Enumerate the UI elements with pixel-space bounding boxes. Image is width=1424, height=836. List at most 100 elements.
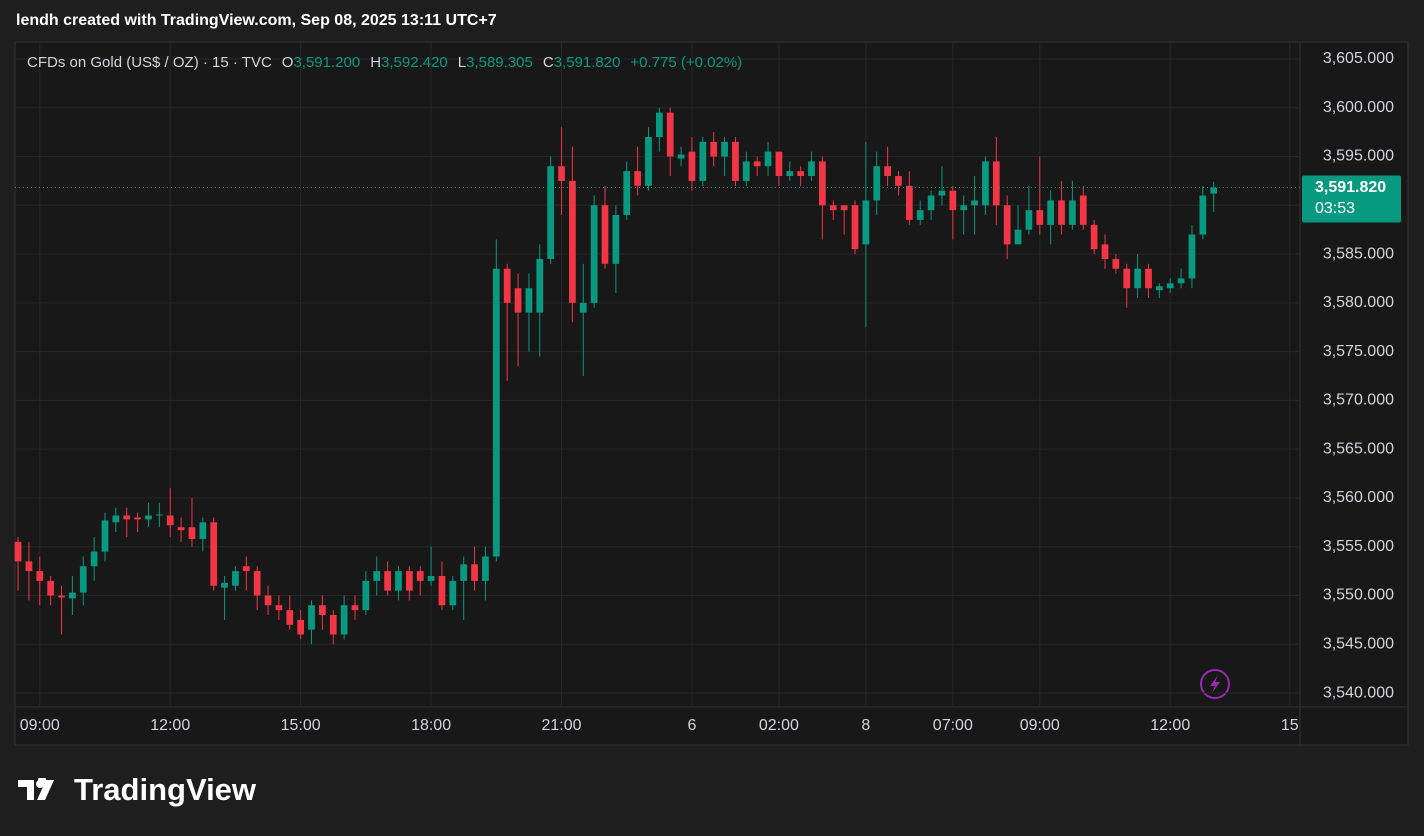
y-tick-label: 3,605.000 [1323, 50, 1394, 67]
candle-body [547, 166, 555, 259]
candle-body [949, 190, 957, 211]
candle-body [1177, 278, 1185, 284]
candle-body [90, 551, 98, 567]
candle-body [732, 141, 739, 181]
candle-body [264, 595, 272, 606]
attribution: lendh created with TradingView.com, Sep … [16, 12, 497, 29]
candle-body [514, 288, 522, 313]
candle-body [1058, 200, 1065, 225]
candle-body [1155, 286, 1163, 291]
candle-body [721, 141, 728, 157]
x-tick-label: 12:00 [1150, 717, 1190, 734]
y-tick-label: 3,555.000 [1323, 538, 1394, 555]
candle-body [819, 161, 826, 206]
candle-body [829, 205, 837, 211]
candle-body [503, 268, 511, 303]
y-tick-label: 3,550.000 [1323, 587, 1394, 604]
x-tick-label: 09:00 [1020, 717, 1060, 734]
change: +0.775 (+0.02%) [630, 54, 743, 71]
y-tick-label: 3,580.000 [1323, 294, 1394, 311]
candle-body [655, 112, 663, 138]
x-tick-label: 07:00 [933, 717, 973, 734]
x-tick-label: 02:00 [759, 717, 799, 734]
candle-body [525, 288, 533, 313]
last-price-label: 3,591.820 [1315, 179, 1386, 196]
candle-body [742, 161, 750, 181]
candle-body [166, 515, 174, 526]
candle-body [79, 566, 87, 593]
candle-body [460, 564, 468, 581]
candle-body [471, 564, 478, 581]
candle-body [329, 615, 337, 635]
candle-body [764, 151, 772, 167]
candle-body [232, 571, 239, 586]
candle-body [1090, 224, 1098, 250]
legend-key: O [281, 54, 294, 71]
candle-body [47, 580, 55, 596]
candle-body [253, 571, 261, 596]
candle-body [753, 161, 761, 167]
candle-body [1199, 195, 1207, 235]
candle-body [840, 205, 848, 211]
candle-body [297, 619, 305, 635]
candle-body [1112, 258, 1120, 269]
candle-body [319, 605, 326, 616]
x-tick-label: 15:00 [281, 717, 321, 734]
candle-body [1188, 234, 1196, 279]
candle-body [992, 161, 1000, 206]
candle-body [1025, 210, 1033, 230]
legend-key: L [457, 54, 467, 71]
candle-body [905, 185, 913, 220]
candle-body [797, 171, 805, 177]
candle-body [1047, 200, 1055, 225]
candle-body [1101, 244, 1109, 259]
candle-body [645, 137, 652, 186]
y-tick-label: 3,570.000 [1323, 392, 1394, 409]
ohlc-legend: CFDs on Gold (US$ / OZ) · 15 · TVC O 3,591… [27, 54, 742, 71]
countdown: 03:53 [1315, 200, 1355, 217]
candle-body [1134, 268, 1141, 289]
candle-body [873, 166, 881, 201]
legend-key: H [370, 54, 382, 71]
candle-body [601, 205, 609, 264]
candle-body [895, 176, 902, 186]
candle-body [569, 180, 576, 303]
candle-body [482, 556, 489, 581]
candle-body [1166, 283, 1174, 289]
candle-body [145, 515, 152, 520]
candle-body [1210, 187, 1218, 194]
candle-body [373, 571, 381, 581]
candle-body [427, 575, 435, 581]
candle-body [438, 575, 446, 606]
candle-body [677, 154, 685, 159]
candle-body [982, 161, 989, 206]
x-tick-label: 12:00 [150, 717, 190, 734]
y-tick-label: 3,595.000 [1323, 148, 1394, 165]
lightning-icon[interactable] [1200, 669, 1230, 699]
y-tick-label: 3,575.000 [1323, 343, 1394, 360]
y-tick-label: 3,600.000 [1323, 99, 1394, 116]
candle-body [938, 190, 946, 196]
candle-body [36, 571, 44, 581]
candle-body [1079, 195, 1087, 225]
candle-body [101, 520, 109, 552]
candle-body [1145, 268, 1152, 289]
candle-body [536, 258, 544, 313]
candle-body [25, 561, 33, 572]
candle-body [308, 605, 315, 630]
candle-body [623, 171, 631, 216]
legend-value: 3,589.305 [466, 54, 533, 71]
candle-body [971, 200, 978, 206]
candle-body [395, 571, 402, 591]
candle-body [14, 541, 22, 562]
legend-value: 3,592.420 [381, 54, 448, 71]
candle-body [786, 171, 794, 177]
y-tick-label: 3,545.000 [1323, 635, 1394, 652]
x-tick-label: 6 [688, 717, 697, 734]
x-tick-label: 15 [1281, 717, 1299, 734]
candle-body [1003, 205, 1011, 245]
candle-body [362, 580, 370, 611]
candle-body [405, 571, 413, 591]
